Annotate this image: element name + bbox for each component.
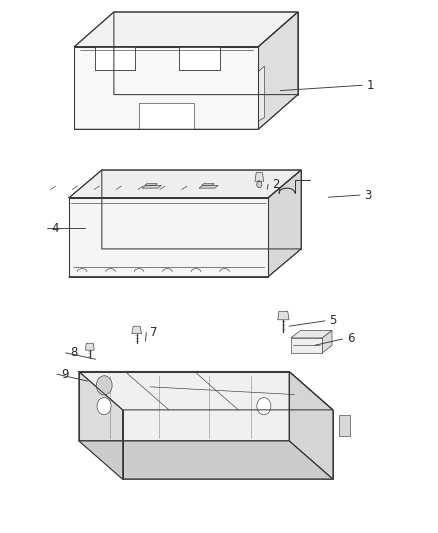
Text: 6: 6 [346, 333, 354, 345]
Polygon shape [95, 47, 135, 70]
Text: 4: 4 [51, 222, 59, 235]
Polygon shape [79, 372, 289, 441]
Polygon shape [268, 170, 301, 277]
Polygon shape [85, 343, 94, 350]
Text: 1: 1 [366, 79, 374, 92]
Polygon shape [132, 326, 141, 334]
Text: 9: 9 [61, 368, 69, 381]
Polygon shape [258, 66, 264, 121]
Polygon shape [201, 184, 214, 185]
Polygon shape [69, 198, 268, 277]
Text: 7: 7 [150, 326, 158, 339]
Polygon shape [79, 372, 333, 410]
Polygon shape [291, 330, 332, 338]
Text: 8: 8 [70, 346, 77, 359]
Circle shape [96, 376, 112, 395]
Polygon shape [139, 103, 194, 130]
Polygon shape [79, 372, 123, 479]
Polygon shape [79, 441, 333, 479]
Polygon shape [291, 338, 322, 353]
Circle shape [257, 398, 271, 415]
Polygon shape [74, 47, 258, 130]
Polygon shape [278, 311, 289, 320]
Polygon shape [322, 330, 332, 353]
Text: 5: 5 [329, 314, 336, 327]
Polygon shape [258, 12, 298, 130]
Circle shape [97, 398, 111, 415]
Polygon shape [142, 185, 161, 188]
Polygon shape [179, 47, 220, 70]
Text: 2: 2 [272, 178, 280, 191]
Text: 3: 3 [364, 189, 371, 201]
Polygon shape [74, 12, 298, 47]
Polygon shape [255, 173, 264, 181]
Polygon shape [339, 415, 350, 436]
Polygon shape [145, 184, 157, 185]
Polygon shape [199, 185, 218, 188]
Circle shape [257, 181, 262, 188]
Polygon shape [289, 372, 333, 479]
Polygon shape [69, 170, 301, 198]
